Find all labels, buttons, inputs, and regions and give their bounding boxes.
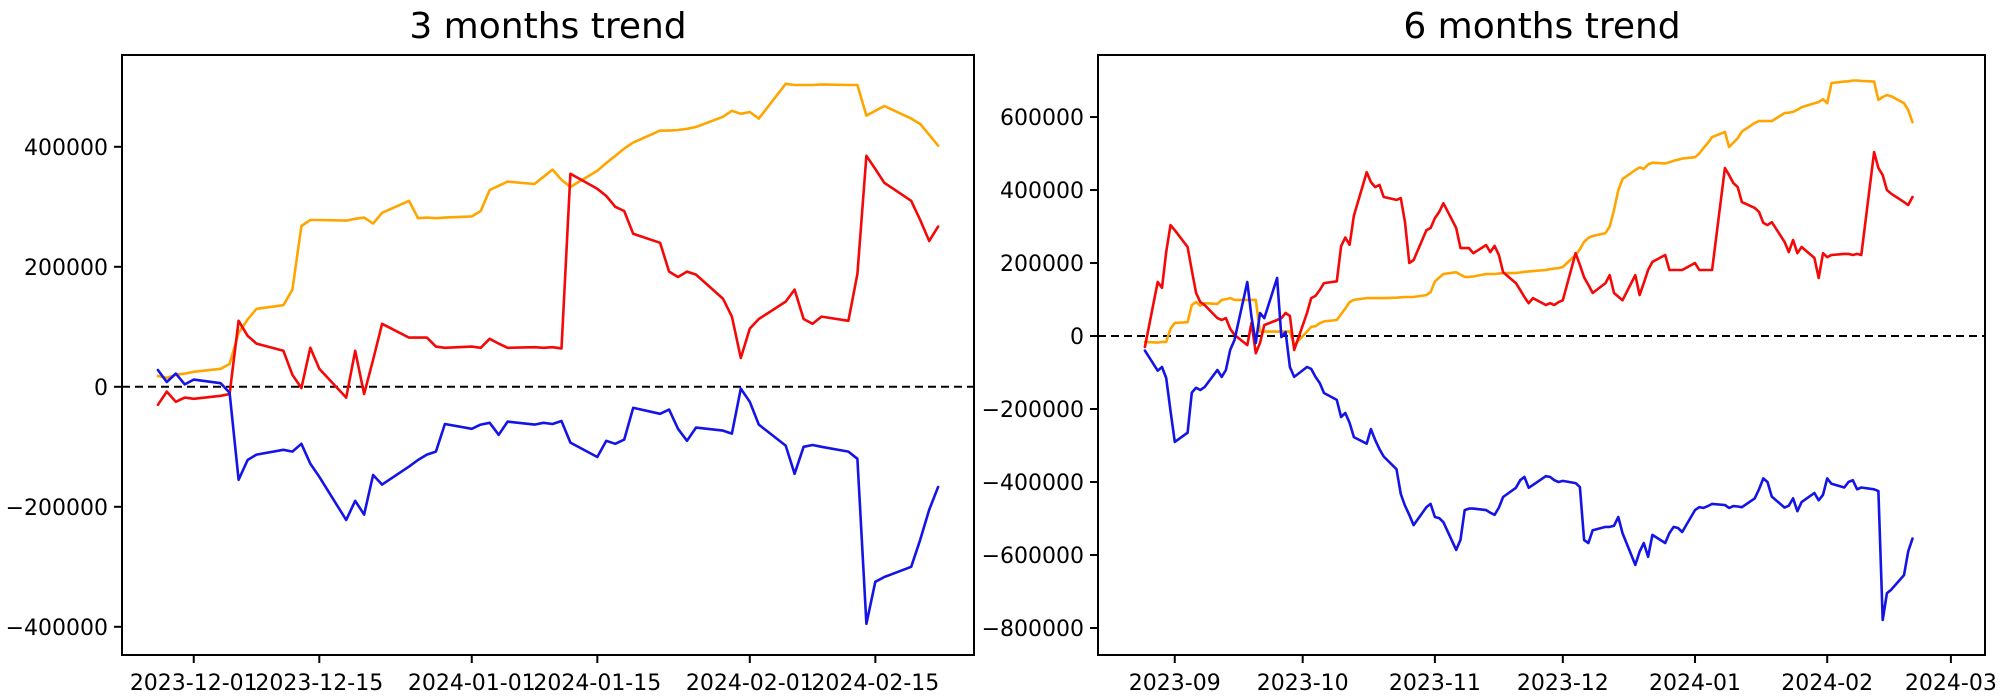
red-series-line <box>1143 150 1914 355</box>
y-tick-label: −400000 <box>6 616 108 641</box>
blue-series-line <box>1143 276 1914 622</box>
y-tick-label: 0 <box>1070 325 1084 350</box>
y-tick-label: 0 <box>94 376 108 401</box>
x-tick-label: 2023-10 <box>1257 671 1349 696</box>
x-tick-label: 2024-01-01 <box>408 671 536 696</box>
x-tick-label: 2024-01-15 <box>533 671 661 696</box>
x-tick-label: 2023-12-15 <box>255 671 383 696</box>
plot-border <box>1097 54 1986 656</box>
orange-series-line <box>1143 79 1914 347</box>
y-tick-label: −600000 <box>982 544 1084 569</box>
y-tick-label: −200000 <box>6 496 108 521</box>
x-tick-label: 2024-03 <box>1905 671 1997 696</box>
y-tick-label: −800000 <box>982 617 1084 642</box>
x-tick-label: 2024-01 <box>1649 671 1741 696</box>
plot-border <box>121 54 975 656</box>
x-tick-label: 2023-11 <box>1389 671 1481 696</box>
chart-6-months-trend: 2023-09 2023-10 2023-11 2023-12 2024-01 2024-… <box>982 54 1997 696</box>
y-tick-label: 400000 <box>1000 179 1084 204</box>
orange-series-line <box>156 82 940 380</box>
x-tick-label: 2023-12 <box>1517 671 1609 696</box>
x-tick-label: 2023-09 <box>1129 671 1221 696</box>
y-tick-label: 400000 <box>24 136 108 161</box>
y-tick-label: 200000 <box>1000 252 1084 277</box>
x-tick-label: 2024-02 <box>1781 671 1873 696</box>
y-tick-label: 200000 <box>24 256 108 281</box>
chart-title-3-months: 3 months trend <box>409 6 687 47</box>
chart-title-6-months: 6 months trend <box>1403 6 1681 47</box>
blue-series-line <box>156 368 940 626</box>
y-tick-label: 600000 <box>1000 106 1084 131</box>
x-tick-label: 2024-02-01 <box>686 671 814 696</box>
y-tick-label: −200000 <box>982 398 1084 423</box>
y-tick-label: −400000 <box>982 471 1084 496</box>
x-tick-label: 2023-12-01 <box>130 671 258 696</box>
x-tick-label: 2024-02-15 <box>811 671 939 696</box>
red-series-line <box>156 154 940 407</box>
